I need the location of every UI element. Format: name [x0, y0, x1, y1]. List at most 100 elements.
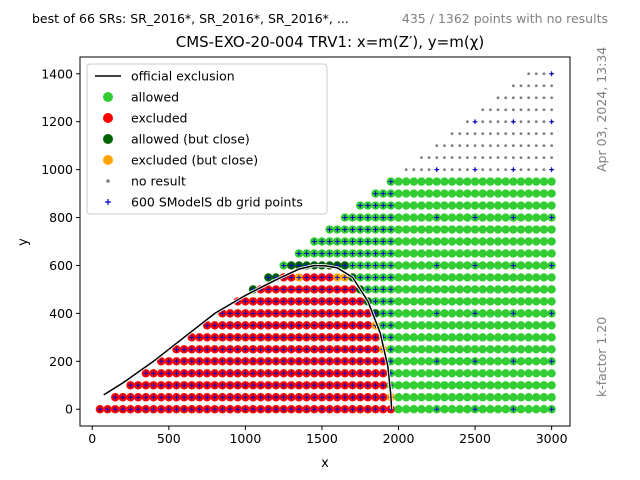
- no-result-point: [534, 132, 538, 136]
- allowed-point: [493, 369, 503, 378]
- db-grid-point: [227, 322, 233, 328]
- db-grid-point: [327, 227, 333, 233]
- db-grid-point: [265, 346, 271, 352]
- allowed-point: [440, 285, 449, 294]
- allowed-point: [547, 273, 556, 282]
- db-grid-point: [380, 370, 386, 376]
- allowed-point: [432, 369, 441, 378]
- x-tick-label: 1000: [229, 431, 261, 446]
- allowed-point: [501, 285, 510, 294]
- allowed-point: [455, 273, 464, 282]
- allowed-point: [409, 345, 419, 354]
- allowed-point: [478, 321, 487, 330]
- allowed-point: [394, 369, 403, 378]
- db-grid-point: [304, 334, 310, 340]
- db-grid-point: [334, 322, 340, 328]
- allowed-point: [486, 345, 495, 354]
- db-grid-point: [380, 262, 386, 268]
- allowed-point: [447, 213, 457, 222]
- db-grid-point: [380, 227, 386, 233]
- db-grid-point: [242, 346, 248, 352]
- db-grid-point: [151, 382, 156, 388]
- db-grid-point: [235, 382, 241, 388]
- db-grid-point: [549, 167, 555, 173]
- db-grid-point: [181, 394, 187, 400]
- allowed-point: [501, 369, 510, 378]
- allowed-point: [478, 345, 487, 354]
- db-grid-point: [288, 262, 294, 268]
- allowed-point: [455, 405, 464, 414]
- x-tick-label: 2500: [459, 431, 491, 446]
- db-grid-point: [281, 310, 287, 316]
- no-result-point: [443, 156, 446, 160]
- db-grid-point: [549, 262, 555, 268]
- db-grid-point: [388, 203, 394, 209]
- db-grid-point: [342, 250, 348, 256]
- no-result-point: [550, 132, 554, 136]
- db-grid-point: [472, 262, 478, 268]
- allowed-point: [463, 249, 472, 258]
- db-grid-point: [304, 394, 310, 400]
- y-tick-label: 1000: [41, 162, 73, 177]
- allowed-point: [440, 225, 449, 234]
- db-grid-point: [265, 394, 271, 400]
- allowed-point: [463, 177, 472, 186]
- allowed-point: [432, 237, 441, 246]
- db-grid-point: [388, 334, 394, 340]
- allowed-point: [417, 357, 426, 366]
- db-grid-point: [112, 394, 118, 400]
- allowed-point: [486, 237, 495, 246]
- db-grid-point: [357, 203, 363, 209]
- allowed-point: [432, 381, 441, 390]
- db-grid-point: [334, 286, 340, 292]
- db-grid-point: [365, 334, 371, 340]
- x-tick-label: 1500: [306, 431, 338, 446]
- db-grid-point: [235, 394, 241, 400]
- db-grid-point: [350, 394, 356, 400]
- db-grid-point: [166, 358, 172, 364]
- allowed-point: [463, 225, 472, 234]
- db-grid-point: [235, 406, 241, 412]
- db-grid-point: [357, 262, 363, 268]
- db-grid-point: [334, 406, 340, 412]
- allowed-point: [547, 237, 556, 246]
- allowed-point: [409, 369, 419, 378]
- allowed-point: [424, 225, 434, 234]
- db-grid-point: [311, 382, 317, 388]
- db-grid-point: [227, 406, 233, 412]
- db-grid-point: [135, 394, 141, 400]
- db-grid-point: [357, 250, 363, 256]
- allowed-point: [440, 261, 449, 270]
- db-grid-point: [219, 346, 225, 352]
- allowed-point: [394, 285, 403, 294]
- allowed-point: [532, 405, 541, 414]
- allowed-point: [394, 273, 403, 282]
- allowed-point: [409, 297, 419, 306]
- x-tick-label: 2000: [383, 431, 415, 446]
- allowed-point: [501, 297, 510, 306]
- allowed-point: [455, 333, 464, 342]
- allowed-point: [478, 369, 487, 378]
- db-grid-point: [288, 358, 294, 364]
- allowed-point: [516, 285, 526, 294]
- db-grid-point: [373, 370, 379, 376]
- no-result-point: [420, 156, 423, 160]
- db-grid-point: [242, 322, 248, 328]
- allowed-point: [478, 309, 487, 318]
- allowed-point: [470, 393, 480, 402]
- db-grid-point: [288, 406, 294, 412]
- db-grid-point: [388, 274, 394, 280]
- db-grid-point: [296, 358, 302, 364]
- db-grid-point: [319, 394, 325, 400]
- db-grid-point: [342, 382, 348, 388]
- allowed-point: [509, 177, 518, 186]
- db-grid-point: [166, 370, 172, 376]
- allowed-point: [493, 177, 503, 186]
- points-layer: [95, 71, 556, 414]
- db-grid-point: [350, 239, 356, 244]
- db-grid-point: [434, 262, 440, 268]
- no-result-point: [481, 156, 485, 160]
- legend-plus-marker: [105, 199, 111, 205]
- allowed-point: [509, 333, 518, 342]
- allowed-point: [493, 213, 503, 222]
